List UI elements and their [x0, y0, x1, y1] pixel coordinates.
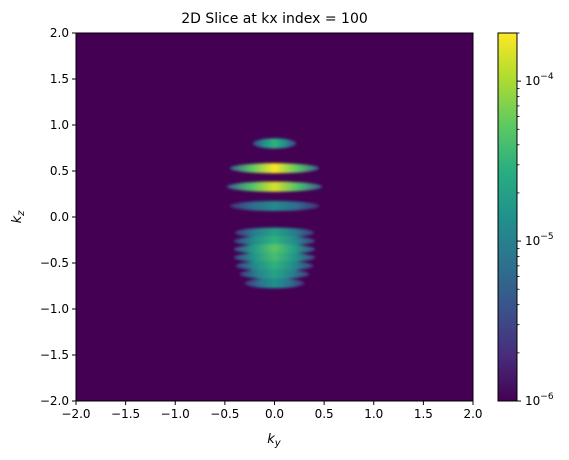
- x-tick-label: −1.0: [161, 407, 190, 421]
- heatmap-band: [229, 163, 320, 174]
- heatmap-band: [235, 260, 314, 271]
- heatmap-band: [233, 252, 316, 263]
- heatmap-bands: [226, 138, 323, 289]
- x-tick-label: 2.0: [463, 407, 482, 421]
- heatmap-band: [229, 200, 320, 212]
- y-tick-label: 2.0: [50, 26, 69, 40]
- heatmap-band: [233, 244, 316, 255]
- y-tick-label: 0.0: [50, 210, 69, 224]
- heatmap-band: [234, 227, 315, 238]
- heatmap-band: [244, 278, 305, 289]
- heatmap-band: [233, 235, 316, 246]
- y-axis-label: kz: [10, 210, 27, 224]
- y-tick-label: 1.0: [50, 118, 69, 132]
- colorbar-tick-label: 10−6: [525, 392, 554, 408]
- x-tick-label: −1.5: [111, 407, 140, 421]
- colorbar-tick-label: 10−4: [525, 72, 554, 88]
- x-tick-label: 1.0: [364, 407, 383, 421]
- x-tick-label: 0.5: [315, 407, 334, 421]
- heatmap-band: [239, 268, 310, 280]
- y-axis-ticks: −2.0 −1.5 −1.0 −0.5 0.0 0.5 1.0 1.5 2.0: [40, 26, 76, 408]
- chart-title: 2D Slice at kx index = 100: [181, 11, 368, 27]
- x-axis-ticks: −2.0 −1.5 −1.0 −0.5 0.0 0.5 1.0 1.5 2.0: [61, 401, 483, 421]
- x-tick-label: −0.5: [210, 407, 239, 421]
- colorbar-ticks: 10−6 10−5 10−4: [517, 32, 554, 408]
- x-tick-label: 0.0: [265, 407, 284, 421]
- y-tick-label: −2.0: [40, 394, 69, 408]
- x-tick-label: 1.5: [414, 407, 433, 421]
- y-tick-label: −0.5: [40, 256, 69, 270]
- y-tick-label: 1.5: [50, 72, 69, 86]
- heatmap-band: [252, 138, 297, 149]
- colorbar: 10−6 10−5 10−4: [497, 32, 554, 408]
- heatmap-plot-area: [75, 32, 474, 402]
- colorbar-gradient: [497, 32, 518, 402]
- y-tick-label: −1.5: [40, 348, 69, 362]
- colorbar-tick-label: 10−5: [525, 232, 554, 248]
- y-tick-label: −1.0: [40, 302, 69, 316]
- x-axis-label: ky: [267, 432, 282, 449]
- heatmap-band: [226, 181, 323, 192]
- x-tick-label: −2.0: [61, 407, 90, 421]
- heatmap-background: [76, 33, 473, 401]
- y-tick-label: 0.5: [50, 164, 69, 178]
